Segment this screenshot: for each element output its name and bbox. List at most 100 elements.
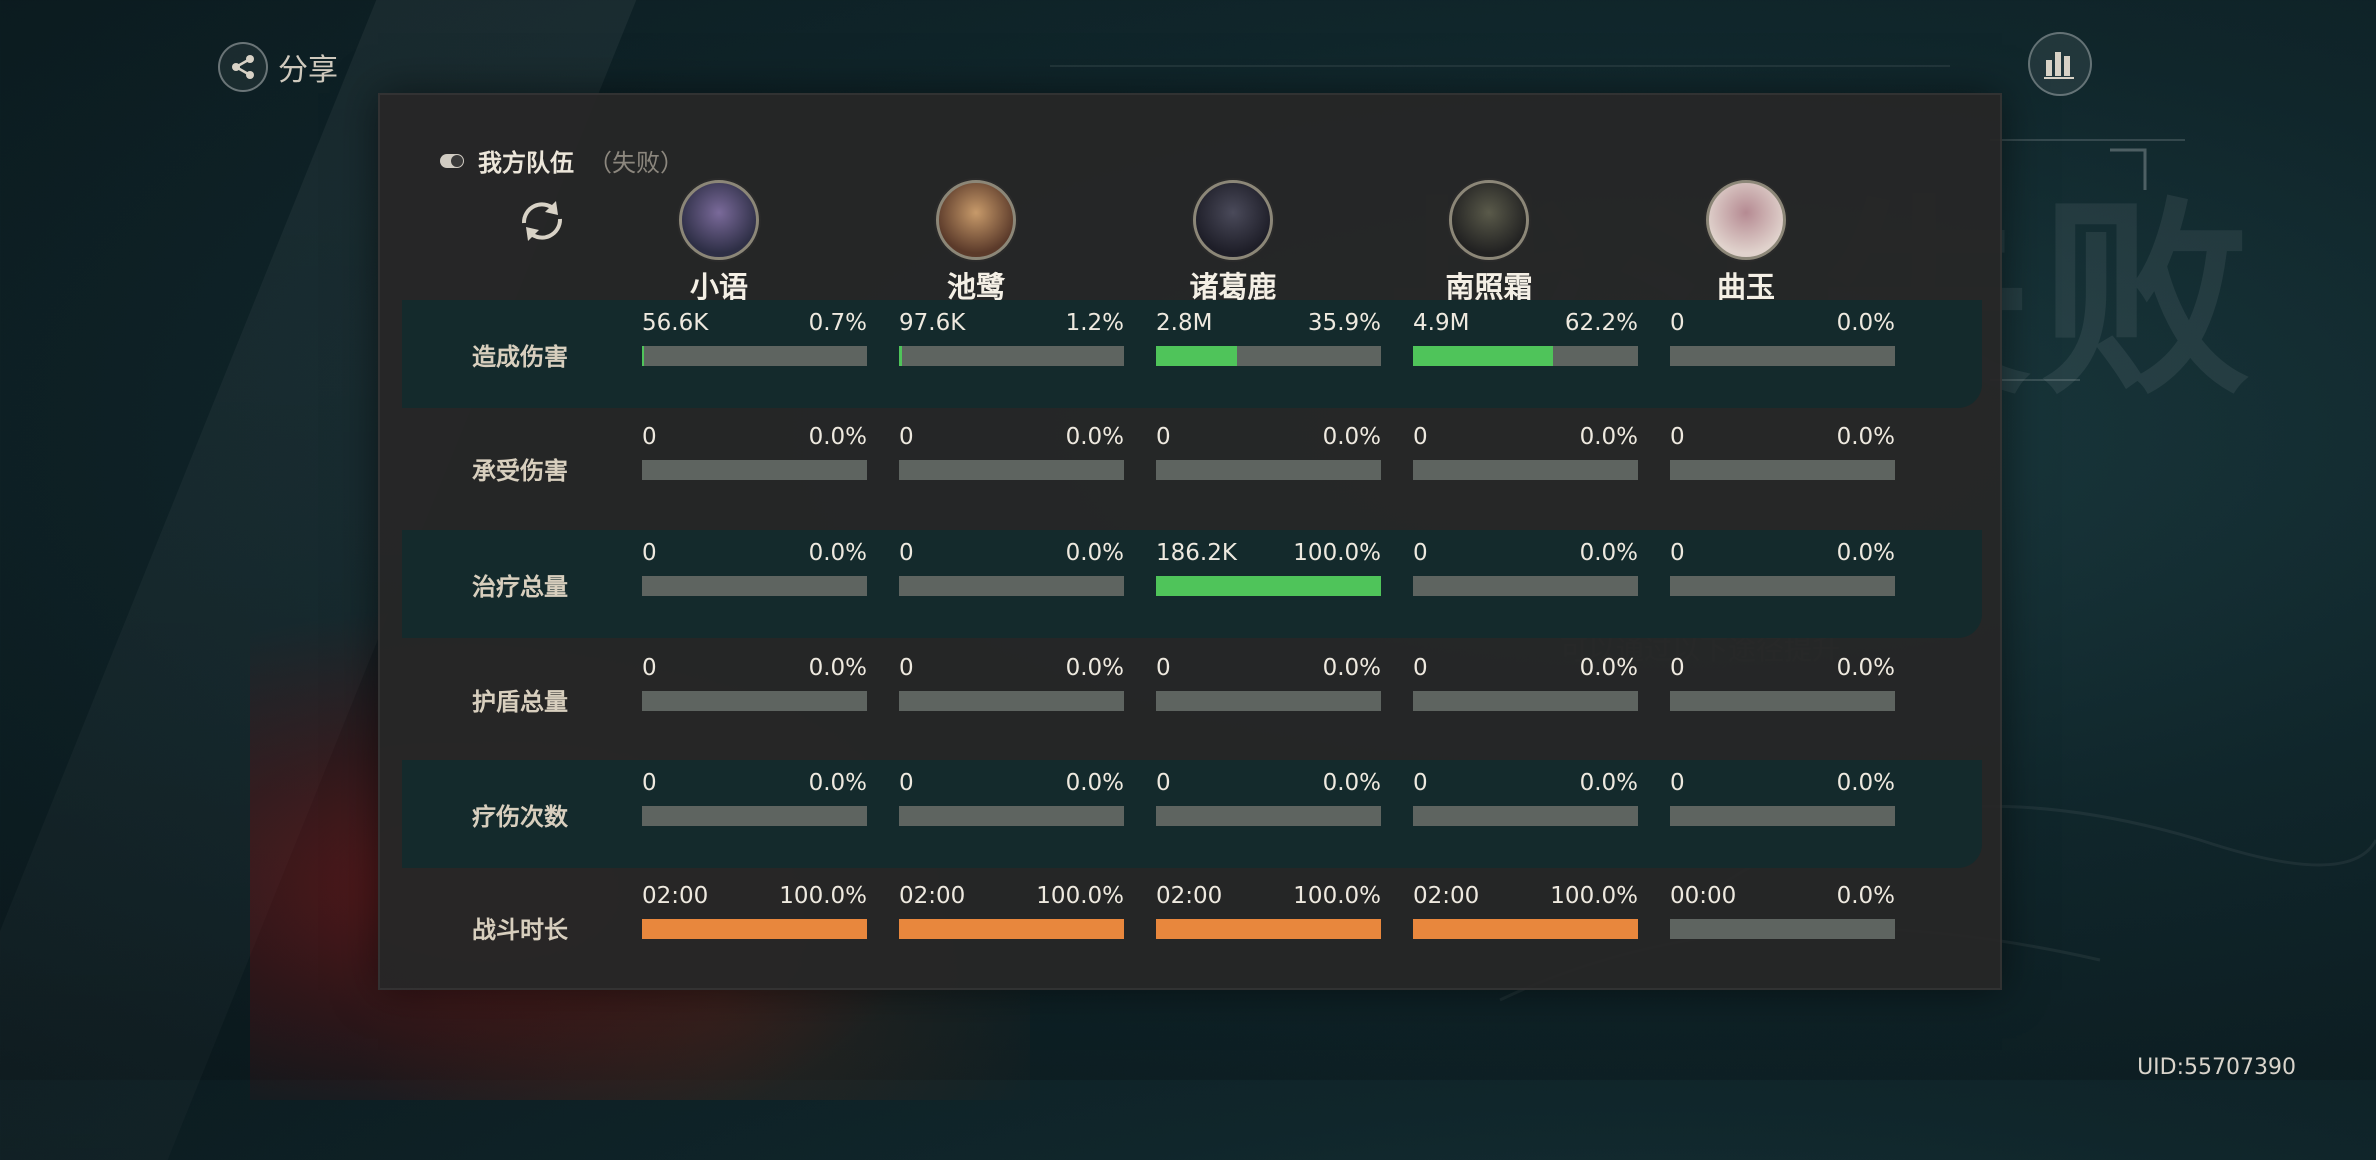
statistics-button[interactable] [2028,32,2092,96]
stats-row: 护盾总量 0 0.0% 0 0.0% 0 0.0% 0 0.0% 0 0.0% [402,645,1982,753]
stat-progress-bar [1670,576,1895,596]
stats-cell-values: 00:00 0.0% [1670,883,1895,913]
stats-cell-values: 0 0.0% [899,540,1124,570]
character-name: 曲玉 [1716,270,1775,304]
stats-cell: 0 0.0% [1413,655,1638,711]
stats-cell-values: 0 0.0% [1670,655,1895,685]
character-header[interactable]: 小语 [639,180,799,306]
stat-progress-bar [642,691,867,711]
stat-progress-bar [642,576,867,596]
stats-row-label: 疗伤次数 [472,802,568,831]
stat-percent: 0.0% [808,655,867,681]
stats-cell-values: 0 0.0% [1670,310,1895,340]
stats-cell: 186.2K 100.0% [1156,540,1381,596]
stat-percent: 100.0% [1293,883,1381,909]
stat-percent: 0.0% [1579,655,1638,681]
stats-cell-values: 97.6K 1.2% [899,310,1124,340]
team-header: 我方队伍 （失败） [440,143,684,178]
stat-progress-bar [1413,806,1638,826]
stats-cell: 2.8M 35.9% [1156,310,1381,366]
stat-percent: 0.0% [1322,424,1381,450]
team-status: （失败） [588,149,684,177]
character-header[interactable]: 曲玉 [1666,180,1826,306]
stats-cell: 00:00 0.0% [1670,883,1895,939]
stat-value: 56.6K [642,310,709,336]
stats-cell: 0 0.0% [1156,655,1381,711]
stat-progress-bar [899,346,1124,366]
stat-value: 2.8M [1156,310,1213,336]
stat-progress-bar [1670,806,1895,826]
stat-progress-bar [1670,346,1895,366]
stat-progress-fill [899,919,1124,939]
stat-progress-fill [642,919,867,939]
stat-progress-bar [1413,346,1638,366]
stat-percent: 0.0% [1065,655,1124,681]
stat-value: 4.9M [1413,310,1470,336]
stat-percent: 0.0% [1836,770,1895,796]
stats-cell-values: 0 0.0% [642,770,867,800]
stat-percent: 0.0% [808,540,867,566]
refresh-icon[interactable] [512,195,572,247]
stat-percent: 100.0% [1036,883,1124,909]
share-label: 分享 [278,53,338,88]
character-header[interactable]: 池鹭 [896,180,1056,306]
stat-progress-bar [899,691,1124,711]
stat-value: 0 [1156,424,1171,450]
stat-percent: 0.0% [1836,655,1895,681]
stat-percent: 0.0% [1065,424,1124,450]
stats-cell-values: 4.9M 62.2% [1413,310,1638,340]
stat-value: 0 [1413,540,1428,566]
stat-value: 0 [1670,655,1685,681]
stat-progress-bar [1413,576,1638,596]
stats-row: 承受伤害 0 0.0% 0 0.0% 0 0.0% 0 0.0% 0 0.0% [402,414,1982,522]
stat-percent: 100.0% [779,883,867,909]
stat-value: 0 [642,770,657,796]
stats-cell: 02:00 100.0% [899,883,1124,939]
stat-value: 0 [1156,770,1171,796]
stat-value: 0 [899,655,914,681]
share-button[interactable]: 分享 [218,42,338,92]
stats-cell-values: 02:00 100.0% [1413,883,1638,913]
stats-row: 治疗总量 0 0.0% 0 0.0% 186.2K 100.0% 0 0.0% 0 0.0% [402,530,1982,638]
stats-cell-values: 02:00 100.0% [899,883,1124,913]
stat-value: 0 [899,770,914,796]
stats-row-label: 护盾总量 [472,687,568,716]
stats-cell: 0 0.0% [1670,310,1895,366]
stats-cell: 02:00 100.0% [642,883,867,939]
stat-value: 186.2K [1156,540,1237,566]
stat-progress-bar [642,919,867,939]
stat-value: 97.6K [899,310,966,336]
stat-progress-bar [1413,691,1638,711]
stats-row-label: 战斗时长 [472,915,568,944]
character-name: 小语 [689,270,748,304]
stat-progress-bar [1413,460,1638,480]
stat-value: 0 [899,540,914,566]
stat-percent: 0.0% [1322,655,1381,681]
stats-cell-values: 0 0.0% [1156,655,1381,685]
avatar [679,180,759,260]
stats-cell-values: 0 0.0% [1670,540,1895,570]
stat-progress-fill [1156,346,1237,366]
stats-cell-values: 186.2K 100.0% [1156,540,1381,570]
stat-progress-bar [1670,691,1895,711]
stats-cell: 97.6K 1.2% [899,310,1124,366]
stat-progress-bar [1670,919,1895,939]
stat-percent: 0.0% [1065,540,1124,566]
stat-percent: 0.0% [1836,310,1895,336]
character-header[interactable]: 诸葛鹿 [1153,180,1313,306]
stats-cell-values: 0 0.0% [1670,770,1895,800]
stat-percent: 35.9% [1307,310,1381,336]
character-name: 南照霜 [1445,270,1533,304]
character-header[interactable]: 南照霜 [1409,180,1569,306]
stat-percent: 0.0% [1836,424,1895,450]
stat-progress-bar [1156,346,1381,366]
stat-progress-bar [642,806,867,826]
stat-progress-bar [1156,460,1381,480]
stats-cell-values: 0 0.0% [899,770,1124,800]
stats-cell-values: 02:00 100.0% [1156,883,1381,913]
stats-cell-values: 0 0.0% [1413,770,1638,800]
stat-percent: 0.0% [1579,424,1638,450]
stat-percent: 0.0% [1065,770,1124,796]
stats-cell: 0 0.0% [1156,770,1381,826]
stat-percent: 0.7% [808,310,867,336]
